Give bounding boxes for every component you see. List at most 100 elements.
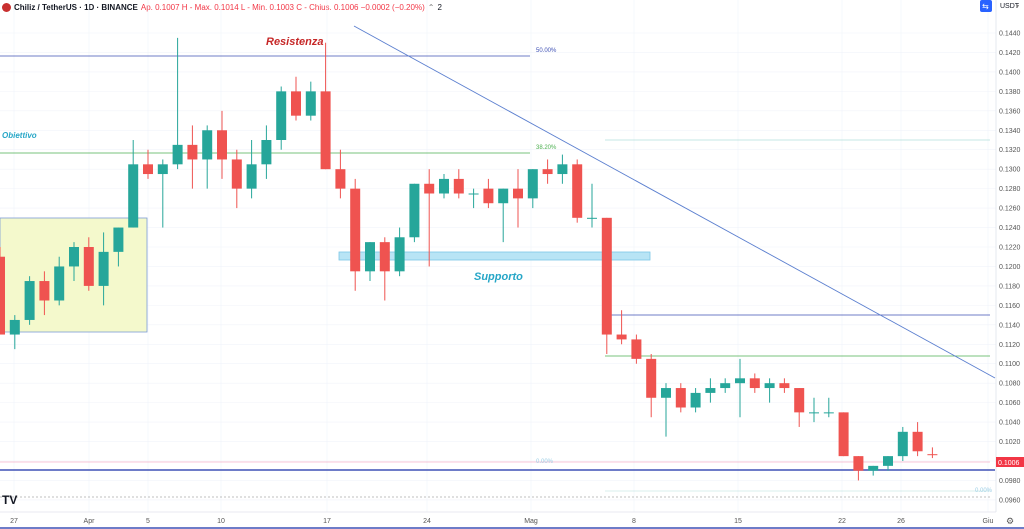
candle-body [498,188,509,204]
resistance-label: Resistenza [266,36,323,48]
price-tick-label: 0.1400 [999,69,1021,76]
candle-body [350,188,361,272]
candle-body [468,193,479,195]
candle-body [705,388,716,393]
ohlc-values: Ap. 0.1007 H - Max. 0.1014 L - Min. 0.10… [140,2,425,12]
currency-select[interactable]: USDT [1000,3,1020,10]
candle-body [291,91,301,116]
time-tick-label: 15 [734,518,742,525]
price-tick-label: 0.1300 [999,167,1021,174]
price-tick-label: 0.1080 [999,381,1021,388]
time-tick-label: Mag [524,518,538,525]
candle-body [439,178,449,194]
time-tick-label: 5 [146,518,150,525]
time-tick-label: 10 [217,518,225,525]
candle-body [483,188,494,204]
candle-body [527,169,538,199]
candle-body [868,465,879,471]
price-tick-label: 0.1380 [999,89,1021,96]
candle-body [9,319,20,335]
candle-body [513,188,523,199]
candle-body [335,169,346,189]
candle-body [661,388,671,398]
candle-body [853,456,864,471]
candle-body [675,388,686,408]
price-axis-bg [996,0,1024,529]
candle-body [631,339,642,359]
price-tick-label: 0.1160 [999,303,1020,310]
candle-body [113,227,124,252]
chevron-down-icon[interactable]: ▾ [1016,3,1019,10]
candle-body [823,412,834,414]
grid [0,0,996,512]
candle-body [409,183,420,238]
price-tick-label: 0.0980 [999,478,1021,485]
candle-body [838,412,849,457]
candle-body [794,388,805,413]
time-tick-label: 24 [423,518,431,525]
candle-body [749,378,760,389]
price-axis[interactable]: 0.1440 0.1420 0.1400 0.1380 0.1360 0.1340 0.13… [999,31,1021,505]
candle-body [883,456,893,466]
time-tick-label: Giu [983,518,994,525]
candles [0,37,938,481]
candle-body [453,178,464,194]
price-tick-label: 0.1320 [999,147,1021,154]
candle-body [557,164,568,175]
price-tick-label: 0.1280 [999,186,1021,193]
fib-382-label: 38.20% [536,145,557,151]
time-axis[interactable]: 27 Apr 5 10 17 24 Mag 8 15 22 26 Giu [10,518,993,525]
candle-body [98,251,109,286]
price-tick-label: 0.1040 [999,420,1021,427]
candle-body [365,242,375,272]
time-tick-label: 26 [897,518,905,525]
candle-body [276,91,287,140]
symbol-title[interactable]: Chiliz / TetherUS · 1D · BINANCE [14,2,138,12]
chart-header: Chiliz / TetherUS · 1D · BINANCE Ap. 0.1… [0,0,445,14]
price-tick-label: 0.1360 [999,108,1021,115]
candle-body [172,144,183,165]
time-tick-label: 22 [838,518,846,525]
support-zone [338,251,651,261]
fib-50-label: 50.00% [536,48,557,54]
candle-body [217,130,227,160]
candle-body [424,183,435,194]
sync-icon-bg[interactable] [980,0,992,12]
indicator-count[interactable]: 2 [437,2,442,12]
price-tick-label: 0.1020 [999,439,1021,446]
candle-body [83,247,94,286]
time-tick-label: 17 [323,518,331,525]
candle-body [157,164,168,175]
candle-body [394,237,405,272]
price-label-box [996,457,1024,467]
candle-body [897,431,908,457]
time-tick-label: 8 [632,518,636,525]
candle-body [320,91,331,170]
candle-body [646,358,657,398]
price-tick-label: 0.0960 [999,497,1021,504]
sync-icon[interactable]: ⇆ [982,2,989,11]
symbol-icon [2,2,11,12]
candle-body [779,383,790,389]
candle-body [0,256,5,335]
tradingview-logo: TV [2,493,17,507]
time-tick-label: Apr [84,518,96,525]
candle-body [54,266,65,301]
indicator-toggle-icon[interactable]: ⌃ [427,2,435,12]
candle-body [542,169,553,175]
price-tick-label: 0.1420 [999,50,1021,57]
price-tick-label: 0.1200 [999,264,1021,271]
target-label: Obiettivo [2,131,37,140]
price-tick-label: 0.1120 [999,342,1020,349]
candle-body [764,383,775,389]
candle-body [69,247,79,267]
price-tick-label: 0.1100 [999,361,1020,368]
price-tick-label: 0.1340 [999,128,1021,135]
settings-icon[interactable]: ⚙ [1006,517,1014,527]
price-tick-label: 0.1060 [999,400,1021,407]
price-tick-label: 0.1260 [999,206,1021,213]
candle-body [572,164,583,218]
downtrend-line [353,25,996,379]
candle-body [231,159,242,189]
